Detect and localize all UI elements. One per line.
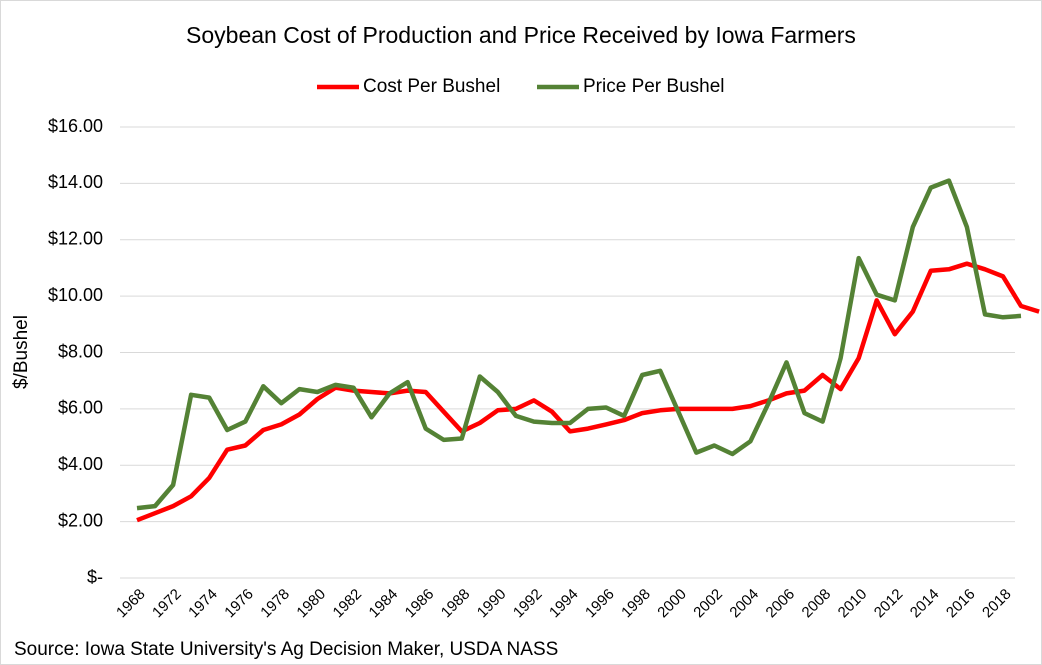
y-tick-label: $6.00 — [58, 398, 103, 418]
legend-label: Cost Per Bushel — [363, 76, 500, 97]
y-tick-label: $14.00 — [48, 172, 103, 192]
y-axis-label: $/Bushel — [11, 315, 32, 389]
line-series — [136, 261, 1040, 523]
legend-label: Price Per Bushel — [583, 76, 725, 97]
y-tick-label: $12.00 — [48, 229, 103, 249]
source-note: Source: Iowa State University's Ag Decis… — [14, 639, 558, 660]
y-tick-label: $2.00 — [58, 510, 103, 530]
y-tick-label: $- — [87, 567, 103, 587]
y-tick-label: $4.00 — [58, 454, 103, 474]
y-tick-label: $8.00 — [58, 341, 103, 361]
chart-title: Soybean Cost of Production and Price Rec… — [186, 22, 856, 48]
line-series — [136, 178, 1022, 511]
y-tick-label: $10.00 — [48, 285, 103, 305]
y-tick-label: $16.00 — [48, 116, 103, 136]
